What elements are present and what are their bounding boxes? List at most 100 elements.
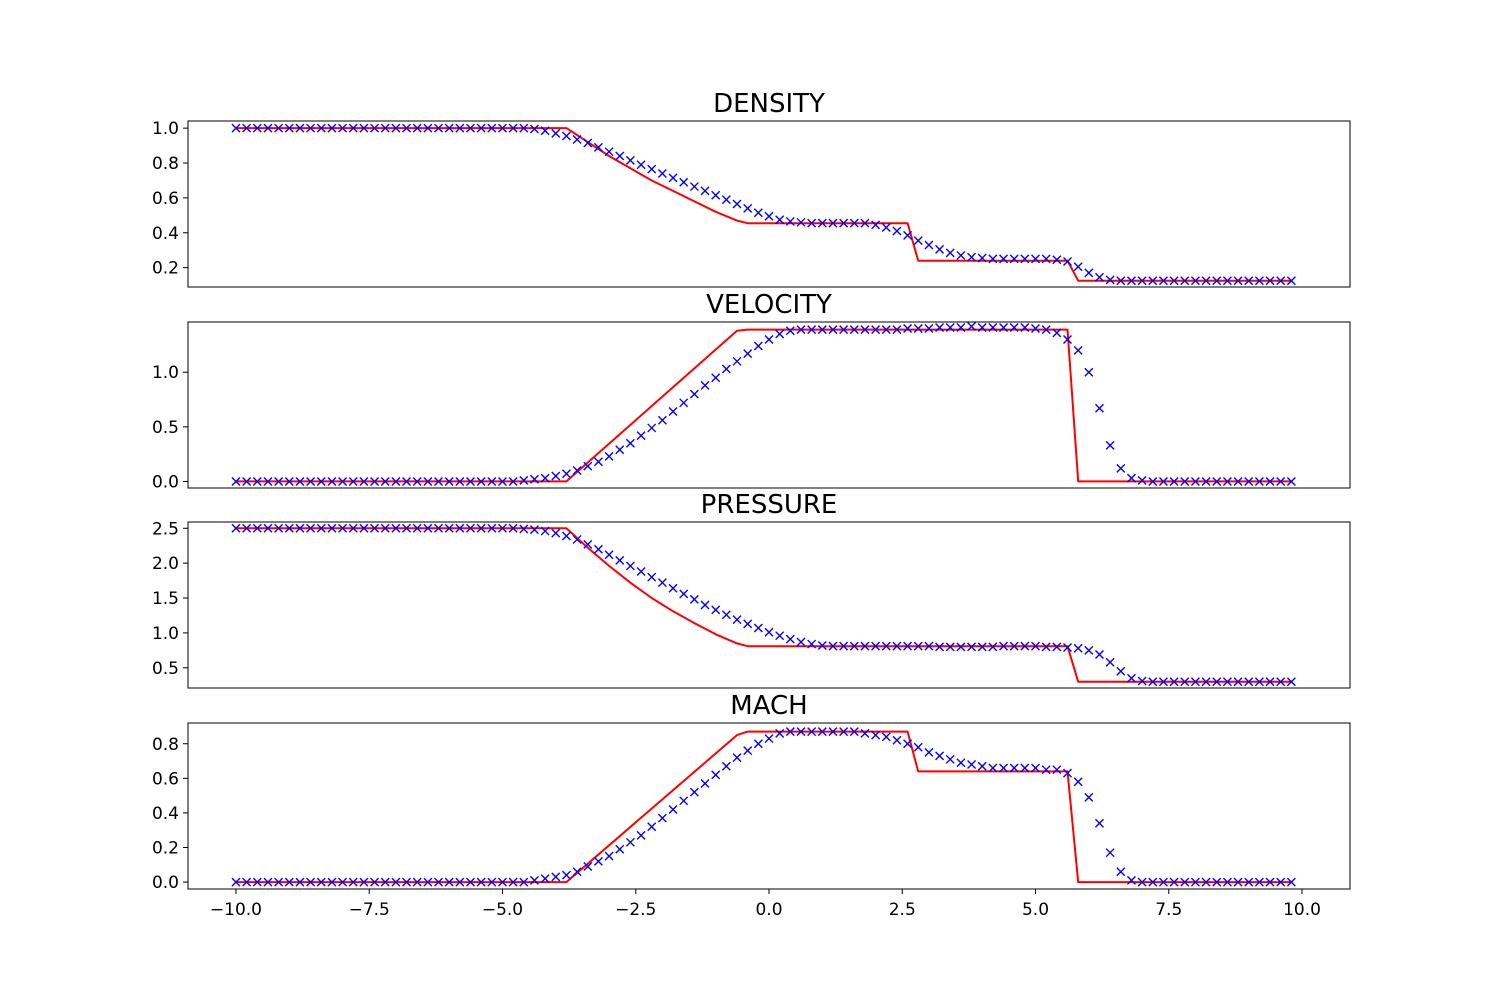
data-point-marker [924,324,934,334]
y-tick-label: 1.0 [152,363,179,383]
data-point-marker [721,610,731,620]
data-point-marker [391,523,401,533]
data-point-marker [561,131,571,141]
data-point-marker [572,134,582,144]
data-point-marker [903,641,913,651]
data-point-marker [263,476,273,486]
data-point-marker [1126,276,1136,286]
data-point-marker [1009,254,1019,264]
data-point-marker [1020,763,1030,773]
data-point-marker [359,123,369,133]
data-point-marker [1105,440,1115,450]
axes-frame [187,321,1351,489]
data-point-marker [1169,677,1179,687]
data-point-marker [743,203,753,213]
data-point-marker [753,341,763,351]
data-point-marker [476,123,486,133]
data-point-marker [572,466,582,476]
data-point-marker [1041,642,1051,652]
y-tick-label: 0.0 [152,472,179,492]
data-point-marker [1116,463,1126,473]
data-point-marker [252,123,262,133]
panel-title: DENSITY [713,89,825,119]
data-point-marker [274,123,284,133]
data-point-marker [306,523,316,533]
data-point-marker [817,640,827,650]
y-tick-label: 0.2 [152,259,179,279]
data-point-marker [817,727,827,737]
data-point-marker [956,642,966,652]
data-point-marker [231,877,241,887]
data-point-marker [1158,276,1168,286]
data-point-marker [242,523,252,533]
data-point-marker [785,326,795,336]
data-point-marker [444,476,454,486]
data-point-marker [1180,276,1190,286]
x-tick-label: 5.0 [1022,900,1049,920]
data-point-marker [540,126,550,136]
data-point-marker [1212,476,1222,486]
data-point-marker [732,615,742,625]
data-point-marker [1126,673,1136,683]
data-point-marker [476,476,486,486]
data-point-marker [1212,276,1222,286]
data-point-marker [391,123,401,133]
y-tick-label: 0.5 [152,418,179,438]
data-point-marker [455,476,465,486]
data-point-marker [615,555,625,565]
data-point-marker [1020,322,1030,332]
data-point-marker [828,218,838,228]
data-point-marker [668,173,678,183]
plot-area [231,322,1296,486]
data-point-marker [828,325,838,335]
data-point-marker [636,160,646,170]
data-point-marker [1233,877,1243,887]
data-point-marker [327,877,337,887]
data-point-marker [402,877,412,887]
data-point-marker [583,138,593,148]
data-point-marker [1276,276,1286,286]
panel-density: DENSITY 1.0 0.8 0.6 0.4 0.2 [152,89,1351,288]
data-point-marker [1201,677,1211,687]
data-point-marker [1180,877,1190,887]
data-point-marker [359,476,369,486]
data-point-marker [444,523,454,533]
data-point-marker [636,830,646,840]
data-point-marker [359,523,369,533]
data-point-marker [839,727,849,737]
data-point-marker [753,623,763,633]
data-point-marker [785,216,795,226]
data-point-marker [284,476,294,486]
data-point-marker [1031,254,1041,264]
data-point-marker [1052,765,1062,775]
data-point-marker [1116,666,1126,676]
data-point-marker [1254,877,1264,887]
data-point-marker [466,523,475,533]
data-point-marker [775,631,785,641]
data-point-marker [327,123,337,133]
data-point-marker [370,476,380,486]
data-point-marker [1020,254,1030,264]
data-point-marker [593,544,603,554]
data-point-marker [402,123,412,133]
data-point-marker [892,735,902,745]
data-point-marker [967,642,977,652]
data-point-marker [764,334,774,344]
data-point-marker [572,867,582,877]
data-point-marker [892,226,902,236]
data-point-marker [1201,276,1211,286]
data-point-marker [1222,677,1232,687]
data-point-marker [593,856,603,866]
data-point-marker [828,641,838,651]
data-point-marker [1041,325,1051,335]
data-point-marker [775,728,785,738]
data-point-marker [860,641,870,651]
data-point-marker [689,389,699,399]
data-point-marker [604,451,614,461]
data-point-marker [967,760,977,769]
data-point-marker [1063,257,1072,267]
data-point-marker [338,523,348,533]
data-point-marker [1233,677,1243,687]
data-point-marker [1126,875,1136,885]
data-point-marker [615,445,625,455]
